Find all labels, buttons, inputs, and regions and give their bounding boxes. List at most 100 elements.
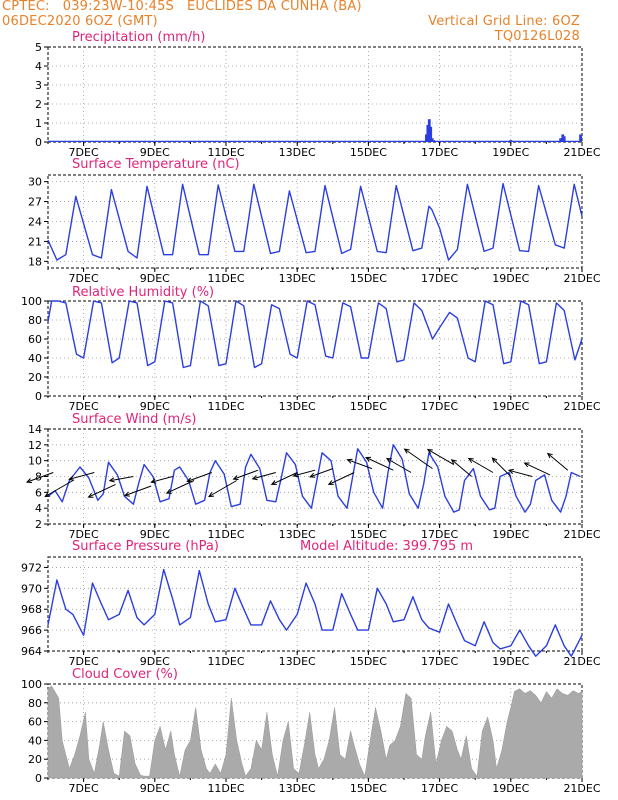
wind-vector-head (25, 478, 33, 484)
y-tick-label: 8 (35, 471, 42, 484)
x-tick-label: 11DEC (207, 272, 244, 285)
y-tick-label: 80 (28, 314, 42, 327)
wind-vector-head (232, 475, 239, 481)
wind-vector (547, 453, 569, 471)
x-tick-label: 15DEC (350, 655, 387, 668)
y-tick-label: 966 (21, 624, 42, 637)
y-tick-label: 4 (35, 60, 42, 73)
x-tick-label: 7DEC (69, 528, 99, 541)
wind-vector-head (251, 475, 258, 481)
wind-vector-head (309, 472, 316, 478)
precip-bar (425, 134, 428, 142)
precip-bar (429, 126, 433, 142)
panel-title: Relative Humidity (%) (72, 285, 214, 300)
wind-vector (524, 462, 551, 476)
x-tick-label: 21DEC (563, 400, 600, 413)
y-tick-label: 60 (28, 333, 42, 346)
series-line (47, 568, 583, 657)
wind-vector (347, 459, 373, 470)
x-tick-label: 21DEC (563, 146, 600, 159)
y-tick-label: 964 (21, 645, 42, 658)
series-line (47, 182, 583, 261)
y-tick-label: 3 (35, 79, 42, 92)
wind-vector-head (44, 492, 51, 498)
precip-bar (430, 138, 434, 142)
wind-vector-head (150, 478, 157, 484)
panel-frame (47, 556, 583, 652)
wind-vector-head (467, 457, 474, 463)
x-tick-label: 17DEC (421, 272, 458, 285)
panel-title: Cloud Cover (%) (72, 667, 178, 682)
y-tick-label: 2 (35, 98, 42, 111)
x-tick-label: 21DEC (563, 528, 600, 541)
wind-vector (187, 472, 212, 482)
wind-vector (293, 469, 316, 477)
x-tick-label: 21DEC (563, 272, 600, 285)
x-tick-label: 13DEC (279, 782, 316, 795)
wind-vector-head (385, 457, 392, 463)
x-tick-label: 7DEC (69, 400, 99, 413)
y-tick-label: 40 (28, 352, 42, 365)
x-tick-label: 21DEC (563, 782, 600, 795)
x-tick-label: 15DEC (350, 400, 387, 413)
header-station: CPTEC: 039:23W-10:45S EUCLIDES DA CUNHA … (2, 0, 362, 14)
x-tick-label: 9DEC (140, 400, 170, 413)
wind-vector (26, 472, 54, 483)
x-tick-label: 13DEC (279, 655, 316, 668)
wind-vector (492, 457, 512, 477)
precip-bar (426, 124, 430, 142)
y-tick-label: 1 (35, 117, 42, 130)
y-tick-label: 20 (28, 753, 42, 766)
x-tick-label: 9DEC (140, 272, 170, 285)
wind-vector (468, 458, 494, 473)
wind-vector-head (108, 477, 115, 483)
panel-frame (47, 46, 583, 143)
wind-vector-head (450, 459, 457, 465)
x-tick-label: 15DEC (350, 272, 387, 285)
panel-annotation: Model Altitude: 399.795 m (300, 539, 473, 554)
y-tick-label: 100 (21, 678, 42, 691)
header-grid-line: Vertical Grid Line: 6OZ (428, 14, 580, 29)
y-tick-label: 80 (28, 697, 42, 710)
y-tick-label: 27 (28, 196, 42, 209)
wind-vector (233, 469, 259, 480)
x-tick-label: 9DEC (140, 782, 170, 795)
precip-bar (559, 138, 563, 142)
precip-bar (561, 134, 565, 142)
x-tick-label: 19DEC (492, 146, 529, 159)
x-tick-label: 7DEC (69, 272, 99, 285)
y-tick-label: 60 (28, 716, 42, 729)
wind-vector-head (270, 480, 277, 485)
y-tick-label: 0 (35, 390, 42, 403)
x-tick-label: 17DEC (421, 146, 458, 159)
x-tick-label: 7DEC (69, 782, 99, 795)
wind-vector (88, 483, 116, 498)
x-tick-label: 13DEC (279, 272, 316, 285)
x-tick-label: 9DEC (140, 146, 170, 159)
wind-vector-head (292, 472, 299, 478)
x-tick-label: 13DEC (279, 146, 316, 159)
y-tick-label: 970 (21, 582, 42, 595)
x-tick-label: 11DEC (207, 528, 244, 541)
wind-vector-head (403, 448, 410, 454)
x-tick-label: 9DEC (140, 655, 170, 668)
x-tick-label: 21DEC (563, 655, 600, 668)
x-tick-label: 19DEC (492, 528, 529, 541)
x-tick-label: 19DEC (492, 272, 529, 285)
x-tick-label: 11DEC (207, 146, 244, 159)
x-tick-label: 15DEC (350, 782, 387, 795)
x-tick-label: 19DEC (492, 655, 529, 668)
wind-vector (508, 469, 533, 477)
wind-vector (69, 472, 95, 480)
wind-vector-head (365, 456, 372, 462)
x-tick-label: 17DEC (421, 400, 458, 413)
precip-bar (562, 136, 566, 142)
wind-vector-head (507, 468, 514, 474)
wind-vector (386, 458, 412, 473)
y-tick-label: 14 (28, 423, 42, 436)
wind-vector (109, 476, 134, 482)
y-tick-label: 40 (28, 734, 42, 747)
wind-vector-head (523, 462, 530, 468)
x-tick-label: 7DEC (69, 655, 99, 668)
cloud-cover-area (47, 685, 583, 779)
